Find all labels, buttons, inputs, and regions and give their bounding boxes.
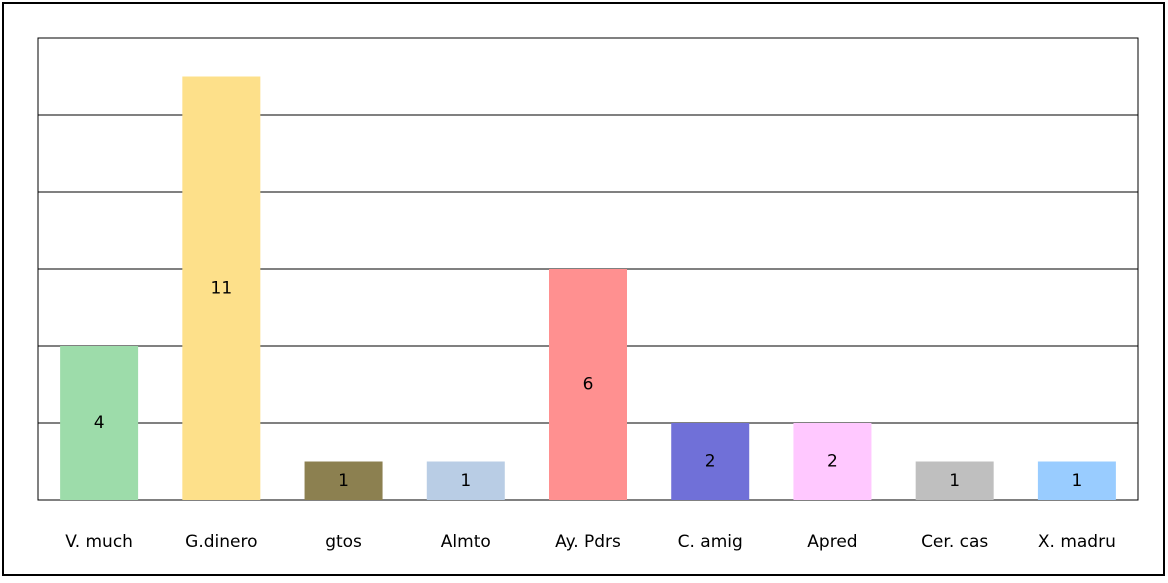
data-label: 4 [94, 413, 105, 433]
x-tick-label: Apred [807, 532, 857, 552]
bar [549, 269, 627, 500]
data-label: 1 [1071, 471, 1082, 491]
data-label: 2 [827, 452, 838, 472]
bar [60, 346, 139, 500]
data-label: 1 [338, 471, 349, 491]
bar [182, 76, 261, 500]
data-label: 1 [460, 471, 471, 491]
data-label: 6 [583, 375, 594, 395]
bar [426, 461, 505, 500]
data-label: 11 [211, 278, 233, 298]
data-label: 2 [705, 452, 716, 472]
x-tick-label: gtos [325, 532, 362, 552]
x-tick-label: G.dinero [185, 532, 257, 552]
x-tick-label: X. madru [1038, 532, 1116, 552]
bar [1037, 461, 1116, 500]
data-label: 1 [949, 471, 960, 491]
x-tick-label: V. much [65, 532, 133, 552]
x-tick-label: Cer. cas [921, 532, 988, 552]
x-tick-label: Almto [441, 532, 491, 552]
x-tick-label: Ay. Pdrs [555, 532, 621, 552]
bar [671, 423, 750, 500]
bar [915, 461, 994, 500]
x-tick-label: C. amig [678, 532, 743, 552]
bar [304, 461, 383, 500]
bar [793, 423, 872, 500]
